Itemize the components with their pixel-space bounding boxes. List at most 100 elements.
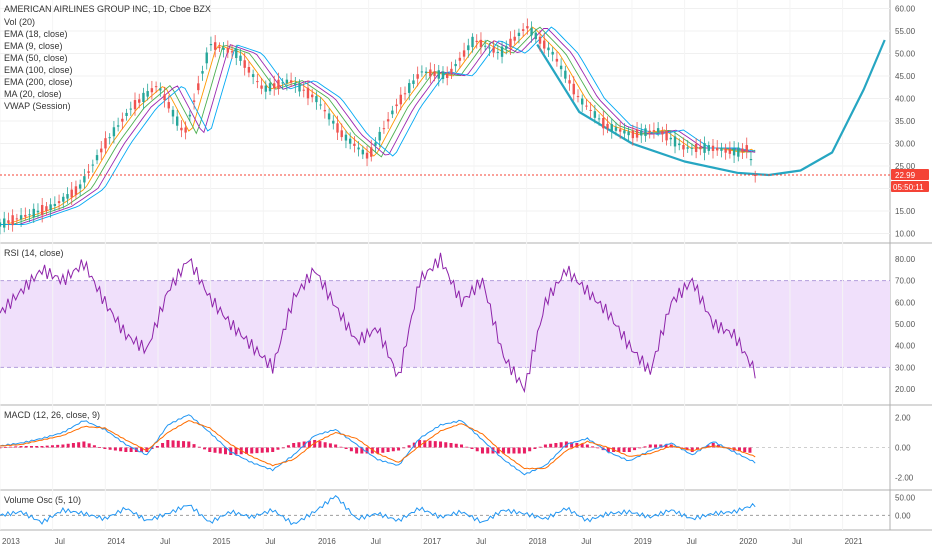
macd-histogram-bar xyxy=(690,447,694,452)
symbol-title[interactable]: AMERICAN AIRLINES GROUP INC, 1D, Cboe BZ… xyxy=(4,4,211,14)
macd-histogram-bar xyxy=(45,445,49,448)
price-tick-label: 40.00 xyxy=(895,95,916,104)
indicator-ma20[interactable]: MA (20, close) xyxy=(4,89,62,99)
macd-histogram-bar xyxy=(549,443,553,448)
candle xyxy=(125,108,128,121)
indicator-ema9[interactable]: EMA (9, close) xyxy=(4,41,63,51)
candle xyxy=(340,123,343,141)
macd-histogram-bar xyxy=(617,447,621,452)
candle xyxy=(433,63,436,82)
macd-histogram-bar xyxy=(3,447,7,448)
macd-histogram-bar xyxy=(302,441,306,448)
ema-line xyxy=(0,27,756,225)
candle xyxy=(555,51,559,67)
candle xyxy=(218,42,221,52)
price-tick-label: 35.00 xyxy=(895,117,916,126)
indicator-ema100[interactable]: EMA (100, close) xyxy=(4,65,73,75)
macd-histogram-bar xyxy=(297,442,301,448)
candle xyxy=(78,179,82,196)
candle xyxy=(678,138,681,151)
macd-histogram-bar xyxy=(559,442,563,448)
macd-histogram-bar xyxy=(460,444,464,448)
macd-tick-label: 0.00 xyxy=(895,444,911,453)
candle xyxy=(741,143,744,160)
candle xyxy=(306,80,310,106)
indicator-vwap[interactable]: VWAP (Session) xyxy=(4,101,71,111)
drawn-cup-curve[interactable] xyxy=(536,39,886,177)
candle xyxy=(87,163,90,179)
candle xyxy=(138,93,141,109)
candle xyxy=(462,42,466,61)
candle xyxy=(408,79,411,101)
candle xyxy=(348,132,352,150)
macd-histogram-bar xyxy=(24,446,28,448)
indicator-ema18[interactable]: EMA (18, close) xyxy=(4,29,68,39)
candle xyxy=(656,122,660,137)
time-tick-label: Jul xyxy=(160,537,170,546)
candle xyxy=(175,110,179,131)
candle xyxy=(382,120,386,134)
macd-histogram-bar xyxy=(748,447,752,453)
macd-histogram-bar xyxy=(622,447,626,452)
macd-histogram-bar xyxy=(360,447,364,454)
macd-histogram-bar xyxy=(8,446,12,448)
candle xyxy=(3,211,6,233)
macd-title[interactable]: MACD (12, 26, close, 9) xyxy=(4,410,100,420)
last-price-label: 22.99 xyxy=(895,171,916,180)
time-tick-label: 2021 xyxy=(845,537,863,546)
price-tick-label: 10.00 xyxy=(895,230,916,239)
candle xyxy=(724,143,727,160)
indicator-vol[interactable]: Vol (20) xyxy=(4,17,35,27)
macd-histogram-bar xyxy=(176,440,180,448)
ema-line xyxy=(0,26,756,225)
candle xyxy=(91,159,95,173)
vosc-line xyxy=(0,495,756,526)
macd-signal-line xyxy=(0,420,756,470)
macd-histogram-bar xyxy=(281,447,285,449)
macd-histogram-bar xyxy=(182,441,186,448)
candle xyxy=(572,76,575,101)
macd-histogram-bar xyxy=(260,447,264,453)
indicator-ema50[interactable]: EMA (50, close) xyxy=(4,53,68,63)
candle xyxy=(163,86,166,108)
candle xyxy=(260,78,263,95)
macd-histogram-bar xyxy=(397,447,401,451)
candle xyxy=(429,62,432,84)
candle xyxy=(644,124,647,142)
candle xyxy=(344,130,348,149)
candle xyxy=(538,29,542,52)
candle xyxy=(74,180,78,200)
candle xyxy=(268,77,272,96)
candle xyxy=(302,82,305,98)
candle xyxy=(737,142,740,162)
candle xyxy=(450,61,453,80)
macd-histogram-bar xyxy=(19,446,23,448)
macd-histogram-bar xyxy=(475,447,479,452)
candle xyxy=(732,141,736,164)
candle xyxy=(513,29,516,45)
macd-histogram-bar xyxy=(124,447,128,452)
macd-histogram-bar xyxy=(743,447,747,452)
time-tick-label: Jul xyxy=(581,537,591,546)
vosc-title[interactable]: Volume Osc (5, 10) xyxy=(4,495,81,505)
candle xyxy=(108,133,111,145)
macd-histogram-bar xyxy=(0,447,2,449)
macd-histogram-bar xyxy=(418,440,422,448)
candle xyxy=(589,102,592,118)
candle xyxy=(703,136,706,161)
macd-histogram-bar xyxy=(706,445,710,448)
indicator-ema200[interactable]: EMA (200, close) xyxy=(4,77,73,87)
candle xyxy=(749,151,753,166)
candle xyxy=(665,123,668,146)
candle xyxy=(180,120,183,138)
macd-histogram-bar xyxy=(40,446,44,448)
candle xyxy=(437,64,440,87)
rsi-title[interactable]: RSI (14, close) xyxy=(4,248,64,258)
macd-histogram-bar xyxy=(444,442,448,448)
macd-histogram-bar xyxy=(512,447,516,454)
candle xyxy=(568,74,571,91)
macd-histogram-bar xyxy=(50,445,54,448)
candle xyxy=(66,187,69,204)
time-tick-label: 2013 xyxy=(2,537,20,546)
